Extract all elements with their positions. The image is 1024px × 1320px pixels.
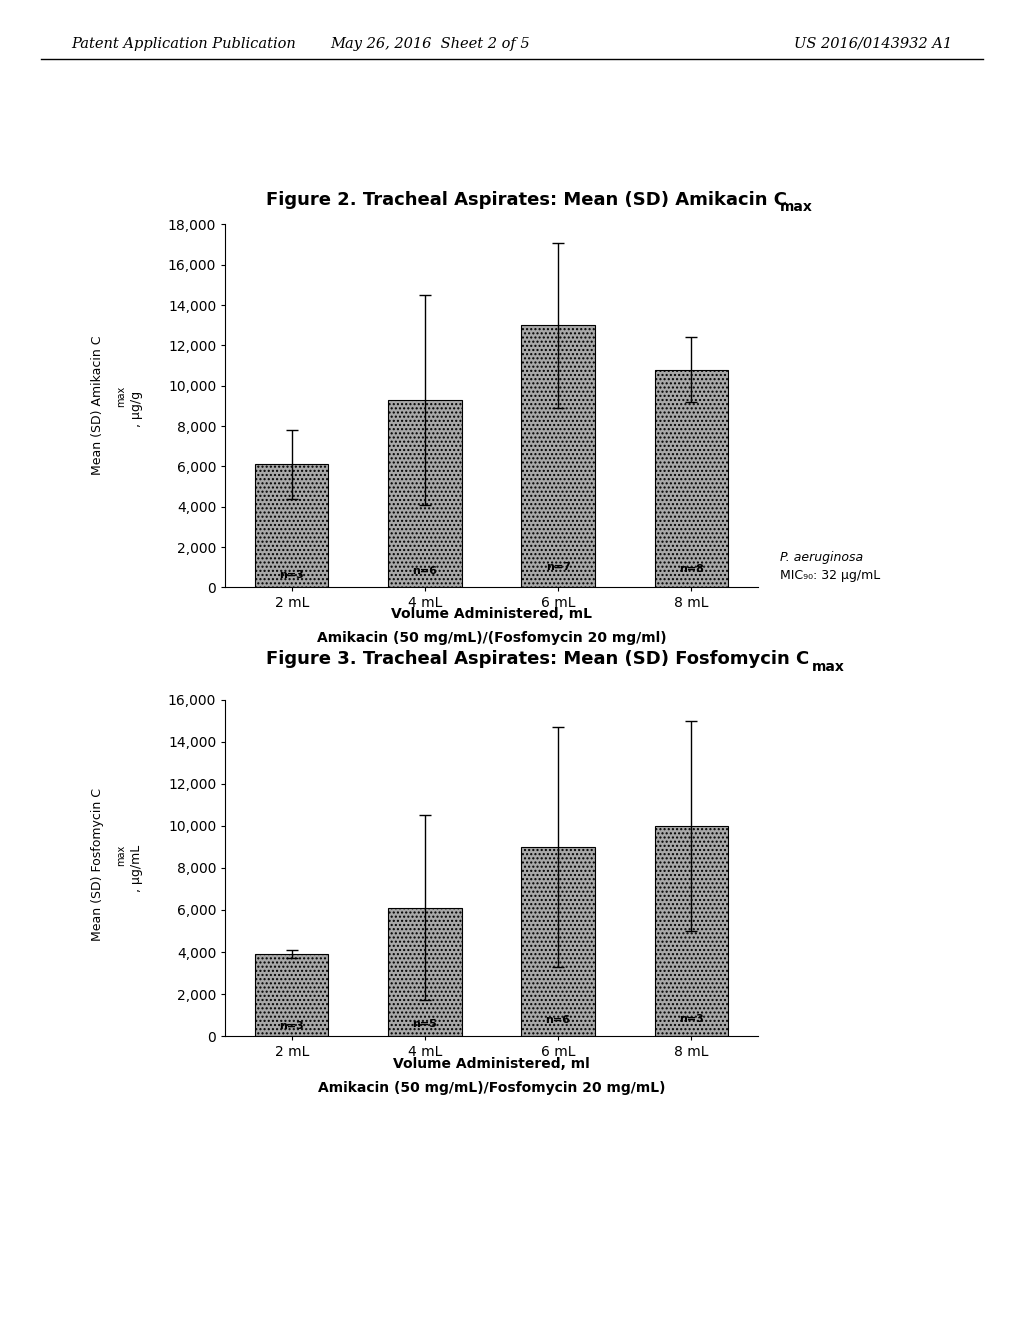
Text: max: max xyxy=(116,845,126,866)
Text: P. aeruginosa: P. aeruginosa xyxy=(780,550,863,564)
Text: n=7: n=7 xyxy=(546,562,570,572)
Bar xyxy=(654,370,728,587)
Bar xyxy=(255,465,329,587)
Text: , µg/mL: , µg/mL xyxy=(130,845,142,892)
Text: max: max xyxy=(116,385,126,407)
Text: Volume Administered, mL: Volume Administered, mL xyxy=(391,607,592,620)
Text: Figure 3. Tracheal Aspirates: Mean (SD) Fosfomycin C: Figure 3. Tracheal Aspirates: Mean (SD) … xyxy=(266,649,810,668)
Text: MIC₉₀: 32 µg/mL: MIC₉₀: 32 µg/mL xyxy=(780,569,881,582)
Text: n=3: n=3 xyxy=(679,1014,703,1023)
Text: max: max xyxy=(780,201,813,214)
Text: max: max xyxy=(812,660,845,673)
Bar xyxy=(654,826,728,1036)
Text: Mean (SD) Fosfomycin C: Mean (SD) Fosfomycin C xyxy=(91,788,103,941)
Text: Figure 2. Tracheal Aspirates: Mean (SD) Amikacin C: Figure 2. Tracheal Aspirates: Mean (SD) … xyxy=(266,190,787,209)
Text: Volume Administered, ml: Volume Administered, ml xyxy=(393,1057,590,1071)
Bar xyxy=(388,400,462,587)
Text: US 2016/0143932 A1: US 2016/0143932 A1 xyxy=(795,37,952,50)
Text: n=3: n=3 xyxy=(280,570,304,579)
Text: n=5: n=5 xyxy=(413,1019,437,1028)
Text: n=6: n=6 xyxy=(546,1015,570,1024)
Bar xyxy=(255,954,329,1036)
Bar xyxy=(388,908,462,1036)
Bar xyxy=(521,325,595,587)
Text: Amikacin (50 mg/mL)/(Fosfomycin 20 mg/ml): Amikacin (50 mg/mL)/(Fosfomycin 20 mg/ml… xyxy=(316,631,667,644)
Text: Mean (SD) Amikacin C: Mean (SD) Amikacin C xyxy=(91,335,103,475)
Text: , µg/g: , µg/g xyxy=(130,391,142,428)
Text: n=3: n=3 xyxy=(280,1022,304,1031)
Text: May 26, 2016  Sheet 2 of 5: May 26, 2016 Sheet 2 of 5 xyxy=(331,37,529,50)
Text: Patent Application Publication: Patent Application Publication xyxy=(72,37,296,50)
Text: n=6: n=6 xyxy=(413,566,437,576)
Bar xyxy=(521,847,595,1036)
Text: Amikacin (50 mg/mL)/Fosfomycin 20 mg/mL): Amikacin (50 mg/mL)/Fosfomycin 20 mg/mL) xyxy=(317,1081,666,1094)
Text: n=8: n=8 xyxy=(679,565,703,574)
